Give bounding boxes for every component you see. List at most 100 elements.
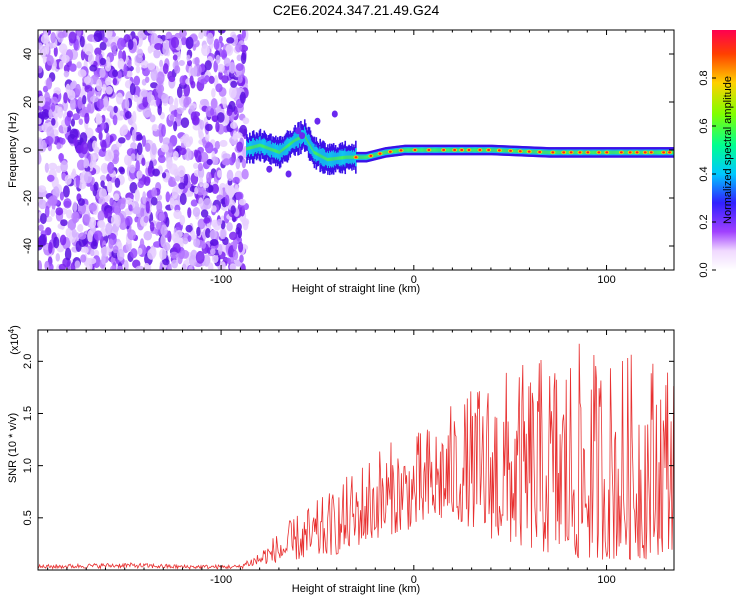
spectrogram-signal-core (385, 150, 388, 154)
spectrogram-noise-cell (106, 181, 113, 194)
spectrogram-noise-cell (186, 59, 193, 67)
spectrogram-noise-cell (149, 221, 155, 232)
spectrogram-noise-cell (229, 256, 235, 266)
spectrogram-signal-core (439, 148, 442, 152)
spectrogram-signal-core (352, 155, 354, 159)
spectrogram-noise-cell (72, 201, 78, 212)
spectrogram-signal-core (393, 149, 396, 153)
spectrogram-noise-cell (183, 97, 190, 108)
spectrogram-noise-cell (186, 54, 191, 62)
spectrogram-noise-cell (60, 160, 68, 173)
spectrogram-signal-core (351, 155, 353, 159)
spectrogram-noise-cell (129, 181, 138, 194)
spectrogram-blob (295, 127, 302, 135)
spectrogram-signal-core (503, 148, 506, 153)
spectrogram-signal-core (594, 150, 596, 155)
spectrogram-signal-core (532, 150, 534, 154)
spectrogram-noise-cell (198, 131, 204, 140)
spectrogram-noise-cell (116, 265, 124, 270)
spectrogram-signal-core (287, 143, 290, 148)
spectrogram-signal-core (338, 156, 341, 160)
spectrogram-noise-cell (226, 37, 235, 44)
spectrogram-peak (605, 151, 609, 154)
spectrogram-noise-cell (127, 229, 136, 241)
spectrogram-signal-core (616, 150, 618, 155)
spectrogram-signal-core (330, 157, 333, 161)
spectrogram-signal-core (485, 148, 487, 152)
spectrogram-signal-core (555, 150, 558, 155)
y-tick-label: -20 (22, 190, 34, 206)
spectrogram-signal-core (251, 145, 254, 149)
spectrogram-noise-cell (107, 161, 115, 174)
spectrogram-noise-cell (175, 229, 183, 238)
spectrogram-noise-cell (129, 164, 136, 174)
spectrogram-signal-core (612, 150, 614, 155)
spectrogram-signal-core (252, 145, 255, 149)
spectrogram-noise-cell (60, 219, 68, 227)
spectrogram-signal-core (655, 150, 658, 155)
spectrogram-noise-cell (119, 125, 129, 136)
spectrogram-noise-cell (157, 85, 162, 99)
spectrogram-signal-core (263, 144, 266, 149)
spectrogram-noise-cell (80, 141, 89, 155)
spectrogram-noise-cell (178, 60, 185, 67)
spectrogram-peak (578, 151, 582, 154)
spectrogram-noise-cell (48, 109, 53, 119)
spectrogram-signal-core (617, 150, 619, 155)
spectrogram-noise-cell (95, 127, 103, 134)
spectrogram-signal-core (417, 148, 420, 152)
spectrogram-noise-cell (236, 141, 244, 152)
spectrogram-noise-cell (50, 102, 56, 113)
spectrogram-noise-cell (101, 139, 107, 152)
spectrogram-signal-core (463, 148, 466, 152)
spectrogram-peak (460, 148, 464, 152)
spectrogram-noise-cell (99, 67, 106, 78)
spectrogram-noise-cell (232, 250, 239, 261)
spectrogram-noise-cell (63, 198, 72, 209)
spectrogram-peak (354, 156, 358, 159)
spectrogram-noise-cell (44, 91, 51, 103)
spectrogram-signal-core (434, 148, 436, 152)
colorbar-tick-label: 0.2 (698, 214, 710, 229)
spectrogram-noise-cell (217, 243, 223, 256)
spectrogram-signal-core (362, 155, 365, 159)
x-tick-label: 100 (597, 574, 615, 586)
spectrogram-noise-cell (188, 254, 197, 267)
spectrogram-noise-cell (232, 176, 240, 184)
spectrogram-signal-core (386, 150, 389, 154)
spectrogram-noise-cell (53, 236, 60, 249)
spectrogram-noise-cell (128, 204, 133, 211)
spectrogram-signal-core (513, 149, 515, 153)
spectrogram-noise-cell (93, 30, 103, 42)
spectrogram-noise-cell (113, 193, 120, 202)
spectrogram-noise-cell (144, 142, 151, 153)
spectrogram-noise-cell (105, 85, 113, 95)
spectrogram-signal-core (329, 157, 332, 161)
spectrogram-noise-cell (215, 54, 221, 64)
spectrogram-noise-cell (93, 230, 103, 241)
spectrogram-noise-cell (142, 191, 147, 205)
spectrogram-noise-cell (44, 205, 50, 218)
spectrogram-noise-cell (219, 139, 228, 148)
spectrogram-signal-core (556, 150, 559, 155)
spectrogram-noise-cell (61, 54, 70, 64)
snr-series-line (38, 343, 674, 570)
spectrogram-signal-core (396, 149, 399, 153)
spectrogram-noise-cell (93, 181, 99, 191)
spectrogram-signal-core (504, 148, 506, 153)
spectrogram-noise-cell (39, 234, 47, 247)
spectrogram-noise-cell (129, 82, 136, 96)
spectrogram-noise-cell (213, 38, 220, 51)
spectrogram-noise-cell (124, 111, 132, 119)
snr-y-label: SNR (10 * v/v) (7, 413, 19, 483)
spectrogram-signal-core (326, 157, 328, 161)
spectrogram-noise-cell (228, 156, 235, 166)
spectrogram-signal-core (610, 150, 612, 155)
spectrogram-noise-cell (77, 69, 87, 78)
spectrogram-signal-core (544, 150, 547, 154)
spectrogram-signal-core (256, 144, 259, 148)
spectrogram-noise-cell (114, 177, 121, 188)
spectrogram-signal-core (266, 146, 268, 150)
spectrogram-y-label: Frequency (Hz) (7, 112, 19, 188)
spectrogram-signal-core (656, 150, 659, 155)
